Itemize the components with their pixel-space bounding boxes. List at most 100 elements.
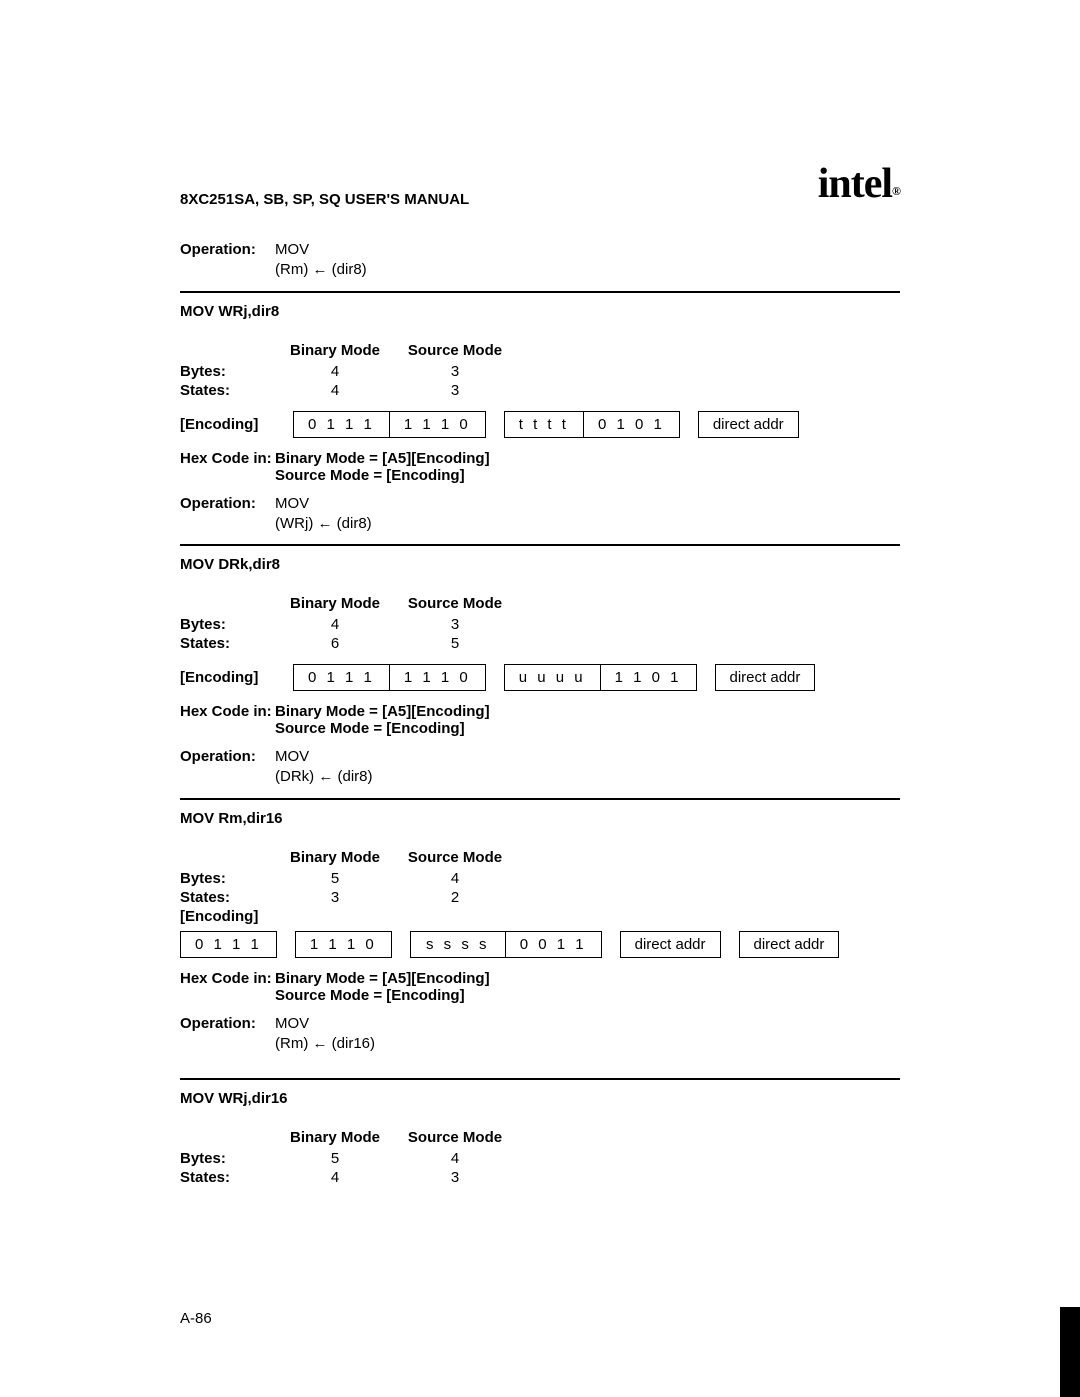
source-mode-col: Source Mode xyxy=(395,595,515,612)
bytes-binary: 4 xyxy=(275,616,395,633)
hexcode-label: Hex Code in: xyxy=(180,703,275,720)
states-binary: 3 xyxy=(275,889,395,906)
bytes-row: Bytes: 4 3 xyxy=(180,363,900,380)
encoding-byte: direct addr xyxy=(715,664,816,691)
encoding-byte: t t t t xyxy=(504,411,583,438)
binary-mode-col: Binary Mode xyxy=(275,342,395,359)
operation-block: Operation: MOV (WRj) ← (dir8) xyxy=(180,494,900,535)
encoding-byte: 0 1 1 1 xyxy=(293,664,389,691)
encoding-byte: 0 1 0 1 xyxy=(583,411,680,438)
page-content: 8XC251SA, SB, SP, SQ USER'S MANUAL intel… xyxy=(0,0,1080,1186)
source-mode-col: Source Mode xyxy=(395,1129,515,1146)
bytes-binary: 5 xyxy=(275,1150,395,1167)
operation-mnemonic: MOV xyxy=(275,1014,900,1034)
operation-block: Operation: MOV (Rm) ← (dir16) xyxy=(180,1014,900,1055)
encoding-label: [Encoding] xyxy=(180,416,275,433)
page-header: 8XC251SA, SB, SP, SQ USER'S MANUAL intel… xyxy=(180,160,900,208)
states-source: 3 xyxy=(395,1169,515,1186)
encoding-byte: s s s s xyxy=(410,931,505,958)
intel-logo: intel® xyxy=(818,160,900,208)
modes-header: Binary Mode Source Mode xyxy=(180,342,900,359)
bytes-source: 3 xyxy=(395,363,515,380)
modes-header: Binary Mode Source Mode xyxy=(180,595,900,612)
instruction-heading: MOV Rm,dir16 xyxy=(180,810,900,827)
encoding-row: [Encoding] 0 1 1 1 1 1 1 0 t t t t 0 1 0… xyxy=(180,411,900,438)
source-mode-col: Source Mode xyxy=(395,849,515,866)
operation-label: Operation: xyxy=(180,241,275,258)
states-source: 3 xyxy=(395,382,515,399)
encoding-byte: 1 1 1 0 xyxy=(295,931,392,958)
operation-expr: (WRj) ← (dir8) xyxy=(275,514,900,534)
binary-mode-col: Binary Mode xyxy=(275,849,395,866)
states-binary: 4 xyxy=(275,1169,395,1186)
hexcode-source: Source Mode = [Encoding] xyxy=(275,987,900,1004)
modes-header: Binary Mode Source Mode xyxy=(180,1129,900,1146)
instruction-heading: MOV WRj,dir16 xyxy=(180,1090,900,1107)
hexcode-binary: Binary Mode = [A5][Encoding] xyxy=(275,703,900,720)
hexcode-label: Hex Code in: xyxy=(180,970,275,987)
hexcode-binary: Binary Mode = [A5][Encoding] xyxy=(275,450,900,467)
operation-block: Operation: MOV (DRk) ← (dir8) xyxy=(180,747,900,788)
operation-mnemonic: MOV xyxy=(275,494,900,514)
operation-mnemonic: MOV xyxy=(275,240,900,260)
page-edge-tab xyxy=(1060,1307,1080,1397)
encoding-label: [Encoding] xyxy=(180,908,275,925)
encoding-byte: 1 1 1 0 xyxy=(389,411,486,438)
operation-expr: (Rm) ← (dir8) xyxy=(275,260,900,280)
bytes-source: 4 xyxy=(395,1150,515,1167)
bytes-binary: 4 xyxy=(275,363,395,380)
operation-label: Operation: xyxy=(180,495,275,512)
states-binary: 6 xyxy=(275,635,395,652)
operation-label: Operation: xyxy=(180,748,275,765)
hexcode-source: Source Mode = [Encoding] xyxy=(275,467,900,484)
states-source: 2 xyxy=(395,889,515,906)
encoding-byte: 1 1 1 0 xyxy=(389,664,486,691)
modes-header: Binary Mode Source Mode xyxy=(180,849,900,866)
instruction-heading: MOV WRj,dir8 xyxy=(180,303,900,320)
encoding-label: [Encoding] xyxy=(180,669,275,686)
bytes-binary: 5 xyxy=(275,870,395,887)
hexcode-label: Hex Code in: xyxy=(180,450,275,467)
instruction-heading: MOV DRk,dir8 xyxy=(180,556,900,573)
states-row: States: 6 5 xyxy=(180,635,900,652)
operation-block: Operation: MOV (Rm) ← (dir8) xyxy=(180,240,900,281)
states-source: 5 xyxy=(395,635,515,652)
binary-mode-col: Binary Mode xyxy=(275,1129,395,1146)
encoding-row: [Encoding] 0 1 1 1 1 1 1 0 u u u u 1 1 0… xyxy=(180,664,900,691)
operation-expr: (Rm) ← (dir16) xyxy=(275,1034,900,1054)
bytes-source: 4 xyxy=(395,870,515,887)
operation-label: Operation: xyxy=(180,1015,275,1032)
encoding-byte: direct addr xyxy=(620,931,721,958)
hexcode-block: Hex Code in: Binary Mode = [A5][Encoding… xyxy=(180,970,900,1004)
bytes-source: 3 xyxy=(395,616,515,633)
bytes-row: Bytes: 4 3 xyxy=(180,616,900,633)
divider xyxy=(180,1078,900,1080)
divider xyxy=(180,544,900,546)
bytes-row: Bytes: 5 4 xyxy=(180,870,900,887)
document-title: 8XC251SA, SB, SP, SQ USER'S MANUAL xyxy=(180,191,469,208)
encoding-byte: 0 1 1 1 xyxy=(180,931,277,958)
encoding-byte: direct addr xyxy=(739,931,840,958)
hexcode-block: Hex Code in: Binary Mode = [A5][Encoding… xyxy=(180,703,900,737)
divider xyxy=(180,291,900,293)
operation-mnemonic: MOV xyxy=(275,747,900,767)
states-row: States: 4 3 xyxy=(180,1169,900,1186)
encoding-byte: 0 1 1 1 xyxy=(293,411,389,438)
hexcode-block: Hex Code in: Binary Mode = [A5][Encoding… xyxy=(180,450,900,484)
page-number: A-86 xyxy=(180,1310,212,1327)
divider xyxy=(180,798,900,800)
binary-mode-col: Binary Mode xyxy=(275,595,395,612)
encoding-byte: 1 1 0 1 xyxy=(600,664,697,691)
encoding-byte: u u u u xyxy=(504,664,600,691)
hexcode-binary: Binary Mode = [A5][Encoding] xyxy=(275,970,900,987)
encoding-byte: direct addr xyxy=(698,411,799,438)
states-row: States: 3 2 xyxy=(180,889,900,906)
hexcode-source: Source Mode = [Encoding] xyxy=(275,720,900,737)
states-binary: 4 xyxy=(275,382,395,399)
encoding-byte: 0 0 1 1 xyxy=(505,931,602,958)
source-mode-col: Source Mode xyxy=(395,342,515,359)
operation-expr: (DRk) ← (dir8) xyxy=(275,767,900,787)
bytes-row: Bytes: 5 4 xyxy=(180,1150,900,1167)
encoding-row: 0 1 1 1 1 1 1 0 s s s s 0 0 1 1 direct a… xyxy=(180,931,900,958)
states-row: States: 4 3 xyxy=(180,382,900,399)
